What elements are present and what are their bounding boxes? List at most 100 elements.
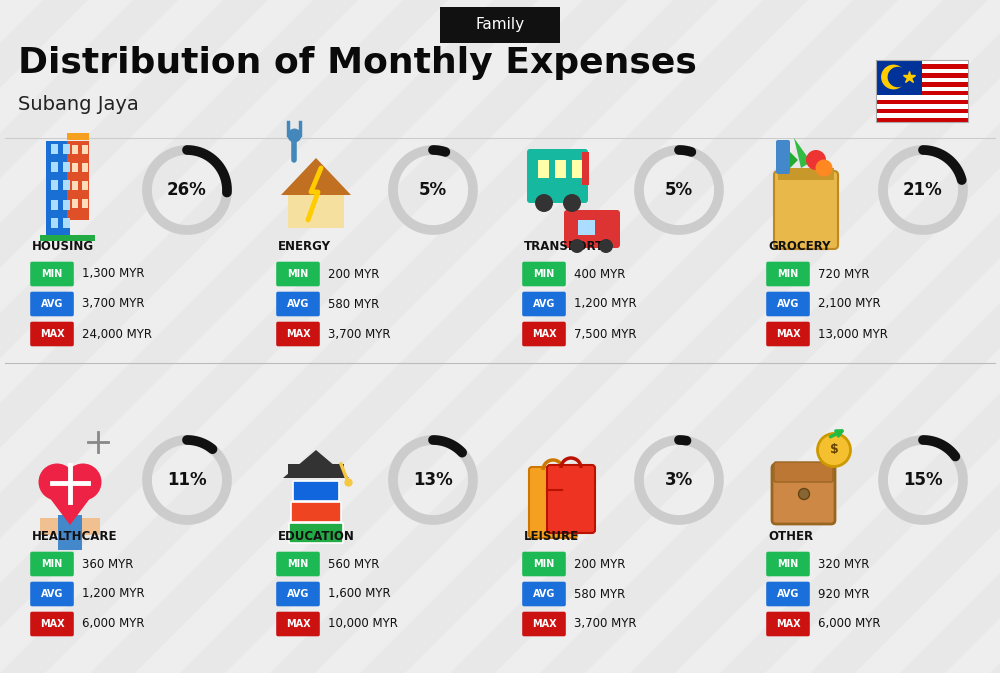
Text: MAX: MAX <box>286 619 310 629</box>
FancyBboxPatch shape <box>30 322 74 347</box>
Text: 6,000 MYR: 6,000 MYR <box>82 618 144 631</box>
Circle shape <box>799 489 810 499</box>
Text: TRANSPORT: TRANSPORT <box>524 240 604 252</box>
Text: 1,300 MYR: 1,300 MYR <box>82 267 144 281</box>
FancyBboxPatch shape <box>72 163 78 172</box>
Text: 3,700 MYR: 3,700 MYR <box>574 618 636 631</box>
FancyBboxPatch shape <box>51 144 58 154</box>
FancyBboxPatch shape <box>582 152 589 185</box>
Text: Family: Family <box>475 17 525 32</box>
FancyBboxPatch shape <box>51 218 58 228</box>
Text: AVG: AVG <box>41 299 63 309</box>
Text: AVG: AVG <box>287 299 309 309</box>
FancyBboxPatch shape <box>776 140 790 174</box>
Text: Distribution of Monthly Expenses: Distribution of Monthly Expenses <box>18 46 697 80</box>
FancyBboxPatch shape <box>67 133 89 140</box>
Polygon shape <box>0 0 628 673</box>
Text: MIN: MIN <box>41 269 63 279</box>
FancyBboxPatch shape <box>63 144 70 154</box>
FancyBboxPatch shape <box>63 218 70 228</box>
Text: AVG: AVG <box>777 299 799 309</box>
FancyBboxPatch shape <box>876 65 968 69</box>
Text: 200 MYR: 200 MYR <box>574 557 625 571</box>
Text: AVG: AVG <box>777 589 799 599</box>
FancyBboxPatch shape <box>40 235 95 241</box>
Circle shape <box>535 194 553 212</box>
Text: MIN: MIN <box>777 269 799 279</box>
FancyBboxPatch shape <box>30 552 74 576</box>
Polygon shape <box>360 0 1000 673</box>
FancyBboxPatch shape <box>555 160 566 178</box>
Text: 7,500 MYR: 7,500 MYR <box>574 328 636 341</box>
FancyBboxPatch shape <box>876 69 968 73</box>
Text: 720 MYR: 720 MYR <box>818 267 870 281</box>
Text: 5%: 5% <box>665 181 693 199</box>
FancyBboxPatch shape <box>276 552 320 576</box>
Text: MIN: MIN <box>533 559 555 569</box>
FancyBboxPatch shape <box>529 467 577 538</box>
Text: Subang Jaya: Subang Jaya <box>18 96 139 114</box>
FancyBboxPatch shape <box>876 104 968 109</box>
Text: 920 MYR: 920 MYR <box>818 588 870 600</box>
Polygon shape <box>0 0 538 673</box>
Text: MIN: MIN <box>41 559 63 569</box>
Polygon shape <box>180 0 898 673</box>
FancyBboxPatch shape <box>72 199 78 208</box>
FancyBboxPatch shape <box>766 262 810 286</box>
Text: AVG: AVG <box>533 589 555 599</box>
Text: 5%: 5% <box>419 181 447 199</box>
FancyBboxPatch shape <box>276 291 320 316</box>
Text: 3%: 3% <box>665 471 693 489</box>
FancyBboxPatch shape <box>774 171 838 249</box>
FancyBboxPatch shape <box>63 162 70 172</box>
Text: 580 MYR: 580 MYR <box>574 588 625 600</box>
Text: 400 MYR: 400 MYR <box>574 267 625 281</box>
FancyBboxPatch shape <box>82 181 88 190</box>
FancyBboxPatch shape <box>522 612 566 636</box>
Text: 24,000 MYR: 24,000 MYR <box>82 328 152 341</box>
Circle shape <box>599 239 613 253</box>
FancyBboxPatch shape <box>51 200 58 210</box>
Text: MAX: MAX <box>532 329 556 339</box>
Text: MAX: MAX <box>776 329 800 339</box>
Polygon shape <box>900 0 1000 673</box>
Circle shape <box>816 160 832 176</box>
FancyBboxPatch shape <box>876 82 968 87</box>
Text: MAX: MAX <box>532 619 556 629</box>
FancyBboxPatch shape <box>440 7 560 42</box>
FancyBboxPatch shape <box>276 612 320 636</box>
FancyBboxPatch shape <box>572 160 583 178</box>
Text: 2,100 MYR: 2,100 MYR <box>818 297 881 310</box>
FancyBboxPatch shape <box>522 322 566 347</box>
Circle shape <box>563 194 581 212</box>
FancyBboxPatch shape <box>522 581 566 606</box>
Text: LEISURE: LEISURE <box>524 530 579 542</box>
FancyBboxPatch shape <box>766 612 810 636</box>
Text: AVG: AVG <box>533 299 555 309</box>
Polygon shape <box>40 485 100 525</box>
Text: 320 MYR: 320 MYR <box>818 557 869 571</box>
Text: MAX: MAX <box>286 329 310 339</box>
FancyBboxPatch shape <box>291 502 341 522</box>
FancyBboxPatch shape <box>51 162 58 172</box>
FancyBboxPatch shape <box>63 180 70 190</box>
Text: HOUSING: HOUSING <box>32 240 94 252</box>
Polygon shape <box>283 450 349 478</box>
Polygon shape <box>288 195 344 228</box>
FancyBboxPatch shape <box>527 149 588 203</box>
Polygon shape <box>810 0 1000 673</box>
FancyBboxPatch shape <box>876 91 968 96</box>
Wedge shape <box>881 65 906 90</box>
Text: ENERGY: ENERGY <box>278 240 331 252</box>
Polygon shape <box>281 158 351 195</box>
FancyBboxPatch shape <box>276 581 320 606</box>
FancyBboxPatch shape <box>778 168 834 180</box>
FancyBboxPatch shape <box>876 60 968 65</box>
Text: 6,000 MYR: 6,000 MYR <box>818 618 881 631</box>
Text: 11%: 11% <box>167 471 207 489</box>
Circle shape <box>818 433 850 466</box>
Polygon shape <box>794 138 811 168</box>
Text: 13%: 13% <box>413 471 453 489</box>
Text: MIN: MIN <box>287 559 309 569</box>
FancyBboxPatch shape <box>766 581 810 606</box>
